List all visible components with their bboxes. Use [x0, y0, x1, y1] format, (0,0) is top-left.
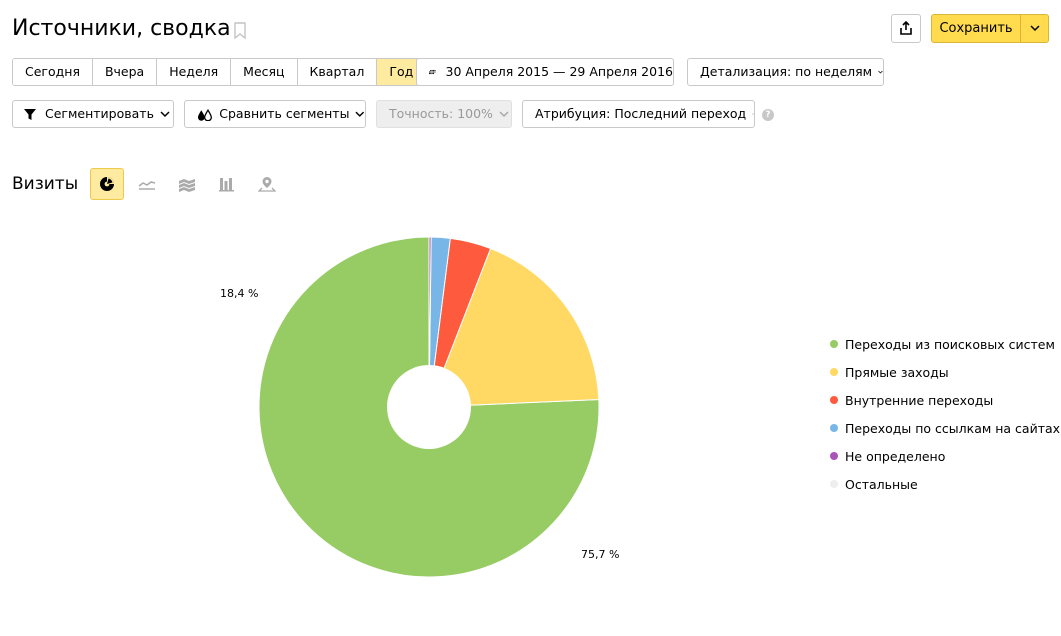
detail-select[interactable]: Детализация: по неделям	[687, 58, 884, 86]
save-dropdown-button[interactable]	[1020, 15, 1048, 42]
drops-icon	[197, 108, 212, 121]
legend-item[interactable]: Внутренние переходы	[830, 386, 1060, 414]
area-chart-icon[interactable]	[178, 176, 196, 192]
legend-item[interactable]: Не определено	[830, 442, 1060, 470]
pie-slice[interactable]	[428, 247, 600, 408]
detail-label: Детализация: по неделям	[700, 64, 873, 79]
legend-label: Переходы из поисковых систем	[845, 336, 1055, 352]
legend-label: Переходы по ссылкам на сайтах	[845, 420, 1061, 436]
section-title: Визиты	[12, 174, 79, 194]
period-tabs: Сегодня Вчера Неделя Месяц Квартал Год	[12, 58, 427, 86]
line-chart-icon[interactable]	[138, 176, 156, 192]
legend-label: Не определено	[845, 448, 946, 464]
share-icon	[900, 21, 912, 35]
calendar-icon	[429, 69, 436, 75]
map-icon[interactable]	[258, 176, 276, 192]
segment-button[interactable]: Сегментировать	[12, 100, 174, 128]
period-tab[interactable]: Квартал	[297, 59, 378, 85]
period-tab[interactable]: Вчера	[92, 59, 158, 85]
legend-label: Внутренние переходы	[845, 392, 994, 408]
chevron-down-icon	[499, 111, 509, 118]
period-tab[interactable]: Месяц	[231, 59, 298, 85]
attribution-label: Атрибуция: Последний переход	[535, 106, 747, 121]
legend-item[interactable]: Прямые заходы	[830, 358, 1060, 386]
export-button[interactable]	[891, 14, 921, 43]
data-label-0: 75,7 %	[581, 548, 619, 561]
legend-label: Остальные	[845, 476, 918, 492]
legend-label: Прямые заходы	[845, 364, 949, 380]
legend-marker	[830, 452, 838, 460]
pie-chart-icon	[100, 177, 114, 191]
segment-label: Сегментировать	[45, 106, 154, 121]
legend-marker	[830, 480, 838, 488]
date-range-picker[interactable]: 30 Апреля 2015 — 29 Апреля 2016	[416, 58, 674, 86]
save-button[interactable]: Сохранить	[939, 21, 1013, 36]
help-icon[interactable]: ?	[762, 109, 774, 121]
data-label-1: 18,4 %	[220, 287, 258, 300]
donut-hole	[387, 365, 471, 449]
accuracy-label: Точность: 100%	[389, 106, 493, 121]
compare-label: Сравнить сегменты	[219, 106, 350, 121]
legend-marker	[830, 368, 838, 376]
legend-item[interactable]: Остальные	[830, 470, 1060, 498]
page-title: Источники, сводка	[12, 16, 231, 41]
compare-segments-button[interactable]: Сравнить сегменты	[184, 100, 366, 128]
chart-legend: Переходы из поисковых систем Прямые заход…	[830, 330, 1060, 498]
chevron-down-icon	[1029, 25, 1040, 32]
chevron-down-icon	[160, 111, 170, 118]
filter-icon	[24, 108, 36, 120]
save-button-group: Сохранить	[931, 14, 1049, 43]
attribution-select[interactable]: Атрибуция: Последний переход	[522, 100, 755, 128]
period-tab[interactable]: Сегодня	[13, 59, 93, 85]
chart-type-pie-button[interactable]	[90, 168, 124, 200]
bookmark-icon[interactable]	[233, 22, 247, 40]
pie-slice[interactable]	[428, 236, 432, 408]
chevron-down-icon	[752, 113, 754, 115]
bar-chart-icon[interactable]	[218, 176, 236, 192]
legend-item[interactable]: Переходы из поисковых систем	[830, 330, 1060, 358]
period-tab[interactable]: Неделя	[157, 59, 232, 85]
legend-marker	[830, 424, 838, 432]
legend-item[interactable]: Переходы по ссылкам на сайтах	[830, 414, 1060, 442]
accuracy-select[interactable]: Точность: 100%	[376, 100, 512, 128]
date-range-label: 30 Апреля 2015 — 29 Апреля 2016	[445, 64, 674, 79]
chevron-down-icon	[355, 111, 365, 117]
legend-marker	[830, 396, 838, 404]
legend-marker	[830, 340, 838, 348]
chevron-down-icon	[878, 70, 883, 74]
pie-chart: 75,7 % 18,4 %	[220, 236, 619, 578]
